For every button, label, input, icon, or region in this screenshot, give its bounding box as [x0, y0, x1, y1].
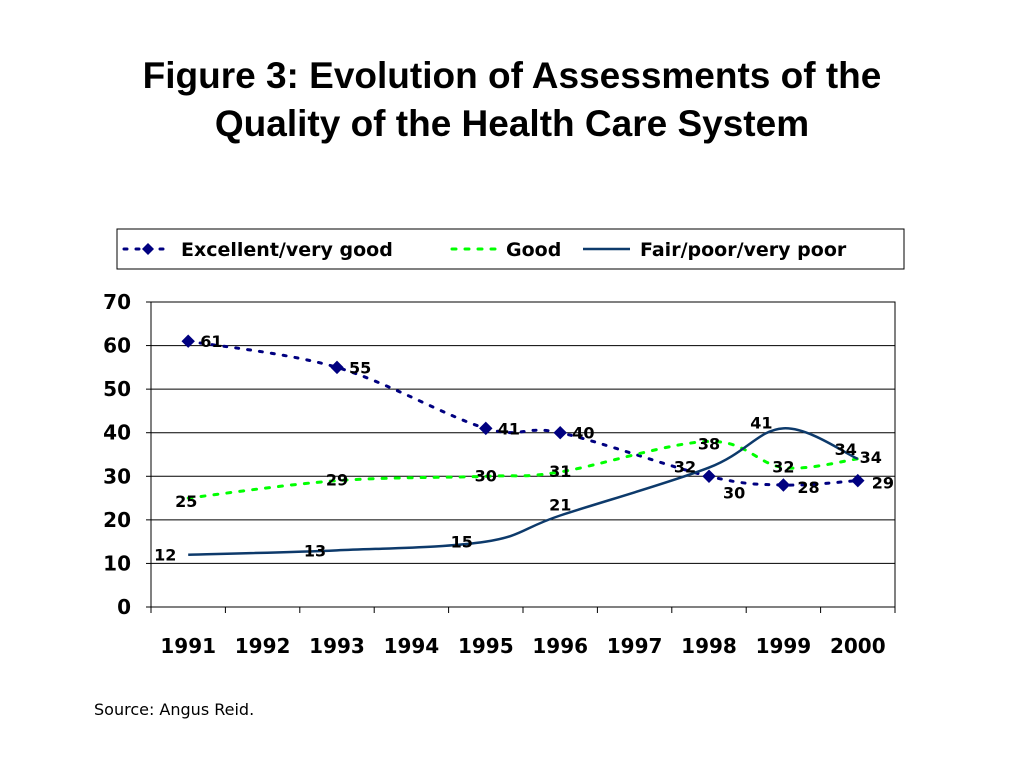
data-label: 34 — [835, 440, 857, 459]
data-label: 29 — [872, 474, 894, 493]
chart-title: Figure 3: Evolution of Assessments of th… — [0, 52, 1024, 148]
data-label: 32 — [772, 458, 794, 477]
data-label: 21 — [549, 496, 571, 515]
y-tick-label: 60 — [103, 334, 131, 358]
data-point-marker — [479, 421, 493, 436]
data-point-marker — [702, 469, 716, 483]
data-label: 34 — [860, 448, 882, 467]
x-tick-label: 1992 — [235, 634, 291, 658]
data-label: 41 — [750, 413, 772, 432]
data-label: 41 — [498, 419, 520, 438]
legend-label-good: Good — [506, 239, 561, 261]
data-label: 40 — [572, 424, 594, 443]
data-label: 30 — [475, 466, 497, 485]
data-label: 25 — [175, 492, 197, 511]
y-axis: 0 10 20 30 40 50 60 70 — [103, 290, 151, 619]
source-note: Source: Angus Reid. — [94, 700, 255, 719]
data-label: 12 — [154, 546, 176, 565]
data-point-marker — [330, 360, 344, 375]
x-tick-label: 1998 — [681, 634, 737, 658]
y-tick-label: 20 — [103, 508, 131, 532]
chart-title-line-2: Quality of the Health Care System — [214, 103, 810, 144]
x-tick-label: 1996 — [532, 634, 588, 658]
y-tick-label: 30 — [103, 464, 131, 488]
data-label: 30 — [723, 483, 745, 502]
legend-marker — [142, 243, 154, 255]
data-label: 28 — [797, 478, 819, 497]
plot-area — [150, 301, 896, 608]
x-tick-label: 1999 — [756, 634, 812, 658]
data-label: 29 — [326, 471, 348, 490]
x-tick-label: 2000 — [830, 634, 886, 658]
chart-legend: Excellent/very good Good Fair/poor/very po… — [116, 228, 905, 270]
data-label: 38 — [698, 434, 720, 453]
x-tick-label: 1993 — [309, 634, 365, 658]
series-line-good — [186, 439, 860, 500]
x-tick-label: 1994 — [384, 634, 440, 658]
legend-label-fair: Fair/poor/very poor — [640, 239, 847, 261]
data-label: 32 — [674, 458, 696, 477]
legend-box — [116, 228, 905, 270]
x-tick-label: 1991 — [160, 634, 216, 658]
data-label: 61 — [200, 332, 222, 351]
data-label: 13 — [304, 541, 326, 560]
data-point-marker — [181, 334, 195, 348]
data-point-marker — [776, 478, 791, 492]
data-label: 55 — [349, 358, 371, 377]
series-line-fair — [188, 427, 859, 556]
y-tick-label: 0 — [117, 595, 131, 619]
y-tick-label: 70 — [103, 290, 131, 314]
x-tick-label: 1995 — [458, 634, 514, 658]
series-lines — [181, 334, 865, 556]
data-label: 15 — [451, 533, 473, 552]
data-point-marker — [553, 426, 567, 440]
x-tick-label: 1997 — [607, 634, 663, 658]
x-axis: 1991 1992 1993 1994 1995 1996 1997 1998 1999 2000 — [150, 607, 896, 658]
y-tick-label: 10 — [103, 551, 131, 575]
y-tick-label: 50 — [103, 377, 131, 401]
series-line-excellent — [186, 339, 860, 487]
data-point-marker — [851, 473, 865, 488]
y-tick-label: 40 — [103, 421, 131, 445]
plot-frame — [150, 301, 896, 608]
data-label: 31 — [549, 462, 571, 481]
legend-label-excellent: Excellent/very good — [181, 239, 393, 261]
chart-title-line-1: Figure 3: Evolution of Assessments of th… — [142, 55, 882, 96]
